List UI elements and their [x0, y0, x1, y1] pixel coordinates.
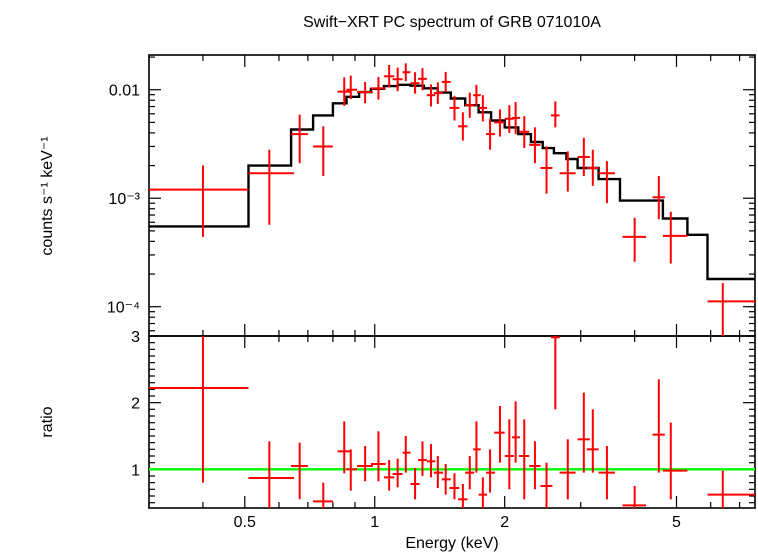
spectrum-data-point: [370, 77, 386, 100]
spectrum-data-point: [149, 165, 249, 237]
x-axis-label: Energy (keV): [405, 535, 498, 552]
ratio-data-point: [370, 431, 386, 482]
ratio-data-point: [559, 439, 576, 500]
x-tick-label: 2: [500, 514, 509, 531]
ratio-data-point: [248, 441, 294, 508]
spectrum-data-point: [473, 84, 481, 106]
spectrum-data-point: [458, 112, 468, 141]
ratio-data-point: [357, 446, 373, 482]
spectrum-data-point: [465, 92, 475, 118]
spectrum-data-point: [426, 84, 436, 107]
ratio-data-point: [494, 406, 505, 463]
spectrum-data-point: [622, 217, 647, 262]
ratio-data-point: [410, 468, 420, 500]
ratio-data-point: [529, 441, 541, 490]
spectrum-data-point: [559, 151, 576, 192]
ratio-panel: [148, 335, 755, 508]
y-tick-label: 10⁻³: [108, 191, 140, 208]
ratio-data-point: [473, 421, 481, 473]
ratio-data-point: [550, 336, 560, 410]
spectrum-data-point: [512, 102, 520, 135]
x-tick-label: 1: [370, 514, 379, 531]
spectrum-data-point: [402, 63, 411, 82]
ratio-data-point: [598, 446, 615, 500]
ratio-data-point: [441, 464, 451, 495]
ratio-data-point: [622, 486, 647, 508]
x-tick-label: 5: [672, 514, 681, 531]
ratio-data-point: [519, 419, 530, 500]
ratio-data-point: [291, 442, 308, 500]
spectrum-data-point: [529, 127, 541, 164]
ratio-data-point: [426, 444, 436, 478]
spectrum-data-point: [346, 75, 358, 100]
ratio-data-point: [586, 409, 599, 473]
spectrum-data-point: [383, 65, 395, 88]
model-step-line: [149, 83, 755, 281]
spectrum-data-point: [478, 95, 488, 122]
spectrum-panel: [148, 55, 755, 336]
y-tick-label: 0.01: [109, 83, 140, 100]
ratio-tick-label: 1: [131, 462, 140, 479]
spectrum-data-point: [392, 67, 403, 92]
ratio-data-point: [433, 456, 444, 488]
spectrum-data-point: [433, 82, 444, 104]
spectrum-data-point: [598, 161, 615, 204]
spectrum-data-point: [485, 118, 496, 150]
spectrum-data-point: [577, 137, 590, 177]
spectrum-data-point: [504, 105, 514, 133]
ratio-data-point: [465, 456, 475, 490]
spectrum-data-point: [313, 126, 333, 177]
ratio-data-point: [392, 458, 403, 488]
spectrum-data-point: [449, 95, 460, 121]
ratio-data-point: [458, 484, 468, 508]
x-tick-label: 0.5: [234, 514, 256, 531]
ratio-data-point: [504, 419, 514, 490]
ratio-data-point: [418, 441, 427, 476]
ratio-data-point: [512, 401, 520, 463]
y-tick-label: 10⁻⁴: [107, 300, 140, 317]
spectrum-data-point: [540, 146, 553, 194]
spectrum-data-point: [494, 109, 505, 137]
ratio-y-axis-label: ratio: [39, 406, 56, 437]
ratio-data-point: [383, 460, 395, 491]
ratio-data-point: [707, 470, 755, 508]
spectrum-y-axis-label: counts s⁻¹ keV⁻¹: [39, 136, 56, 255]
spectrum-data-point: [519, 116, 530, 149]
spectrum-data-point: [662, 211, 688, 264]
ratio-data-point: [577, 392, 590, 473]
ratio-data-point: [337, 421, 351, 474]
ratio-data-point: [313, 482, 333, 508]
spectrum-data-point: [418, 68, 427, 91]
spectrum-data-point: [441, 71, 451, 93]
spectrum-data-point: [586, 149, 599, 186]
ratio-panel-frame: [148, 335, 756, 509]
ratio-data-point: [662, 422, 688, 500]
ratio-data-point: [652, 379, 665, 473]
chart-title: Swift−XRT PC spectrum of GRB 071010A: [303, 14, 601, 31]
ratio-data-point: [346, 449, 358, 491]
spectrum-data-point: [291, 114, 308, 164]
ratio-data-point: [149, 336, 249, 483]
spectrum-data-point: [707, 283, 755, 336]
ratio-data-point: [540, 462, 553, 508]
ratio-data-point: [449, 473, 460, 500]
spectrum-data-point: [652, 176, 665, 220]
ratio-data-point: [478, 477, 488, 508]
ratio-tick-label: 2: [131, 396, 140, 413]
spectrum-data-point: [357, 81, 373, 104]
ratio-data-point: [402, 436, 411, 473]
spectrum-data-point: [410, 72, 420, 94]
spectrum-data-point: [550, 101, 560, 128]
spectrum-data-point: [337, 77, 351, 106]
ratio-data-point: [485, 449, 496, 493]
ratio-tick-label: 3: [131, 329, 140, 346]
spectrum-data-point: [248, 149, 294, 225]
